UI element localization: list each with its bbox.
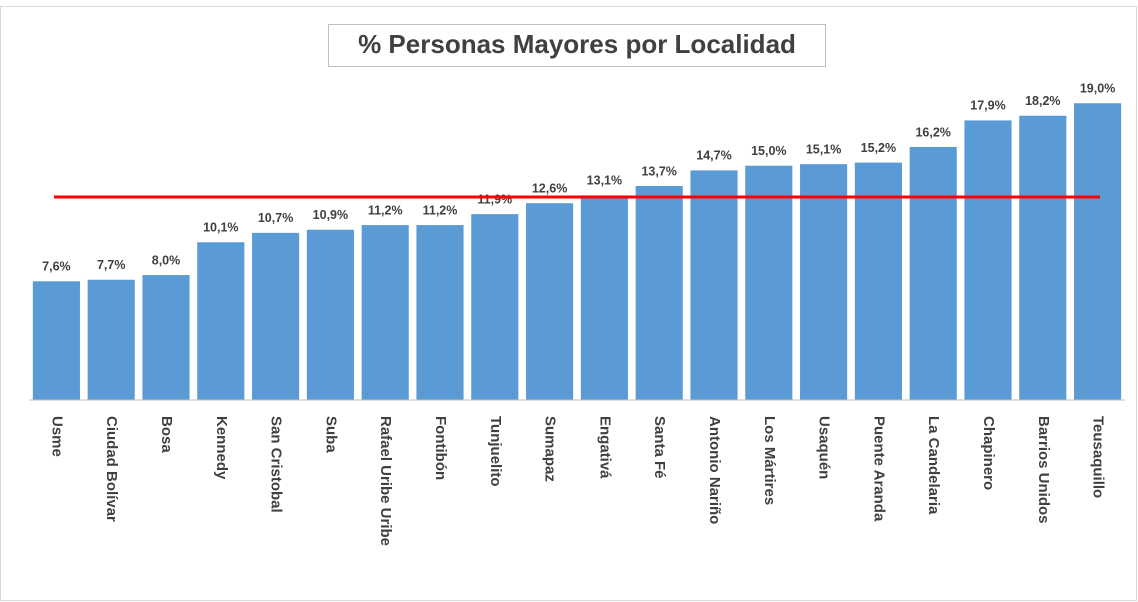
x-tick-label: Usme	[48, 416, 65, 457]
bar	[416, 225, 464, 400]
value-label: 17,9%	[970, 99, 1005, 113]
title-box	[328, 24, 826, 67]
bar	[964, 120, 1012, 401]
bar	[32, 281, 80, 400]
x-tick-label: La Candelaria	[925, 416, 942, 515]
bar	[1019, 115, 1067, 400]
bar	[800, 164, 848, 400]
x-tick-label: San Cristobal	[268, 416, 285, 513]
value-label: 15,2%	[861, 141, 896, 155]
value-label: 18,2%	[1025, 94, 1060, 108]
x-tick-label: Los Mártires	[761, 416, 778, 505]
x-tick-label: Chapinero	[980, 416, 997, 490]
x-tick-label: Fontibón	[432, 416, 449, 480]
x-tick-label: Puente Aranda	[870, 416, 887, 522]
value-label: 10,1%	[203, 221, 238, 235]
bar	[306, 229, 354, 400]
x-tick-label: Tunjuelito	[487, 416, 504, 487]
x-tick-label: Sumapaz	[542, 416, 559, 482]
x-tick-label: Kennedy	[213, 416, 230, 480]
bar	[87, 279, 135, 400]
x-tick-label: Usaquén	[816, 416, 833, 479]
value-label: 12,6%	[532, 181, 567, 195]
bar	[361, 225, 409, 400]
bar	[580, 195, 628, 400]
value-label: 10,9%	[313, 208, 348, 222]
value-label: 11,9%	[477, 192, 512, 206]
value-label: 13,1%	[587, 174, 622, 188]
value-label: 11,2%	[368, 203, 403, 217]
value-label: 13,7%	[641, 164, 676, 178]
value-label: 14,7%	[696, 149, 731, 163]
x-tick-label: Engativá	[596, 416, 613, 479]
bar	[526, 203, 574, 400]
x-tick-label: Bosa	[158, 416, 175, 453]
bar	[909, 146, 957, 400]
x-tick-label: Teusaquillo	[1090, 416, 1107, 498]
value-label: 16,2%	[915, 125, 950, 139]
value-label: 15,0%	[751, 144, 786, 158]
value-label: 19,0%	[1080, 82, 1115, 96]
value-label: 15,1%	[806, 142, 841, 156]
x-tick-label: Ciudad Bolívar	[103, 416, 120, 522]
bar	[854, 162, 902, 400]
bar	[197, 242, 245, 400]
value-label: 7,6%	[42, 260, 71, 274]
value-label: 8,0%	[152, 253, 181, 267]
x-tick-label: Antonio Nariño	[706, 416, 723, 524]
chart-title: % Personas Mayores por Localidad	[358, 29, 796, 59]
bar	[635, 186, 683, 400]
value-label: 10,7%	[258, 211, 293, 225]
x-tick-label: Rafael Uribe Uribe	[377, 416, 394, 546]
bar	[745, 165, 793, 400]
bar	[142, 275, 190, 400]
bar	[690, 170, 738, 400]
bar	[471, 214, 519, 400]
x-tick-label: Santa Fé	[651, 416, 668, 479]
x-tick-label: Suba	[322, 416, 339, 453]
bar	[1074, 103, 1122, 400]
value-label: 7,7%	[97, 258, 126, 272]
x-tick-label: Barrios Unidos	[1035, 416, 1052, 524]
bar	[252, 232, 300, 400]
value-label: 11,2%	[423, 203, 458, 217]
